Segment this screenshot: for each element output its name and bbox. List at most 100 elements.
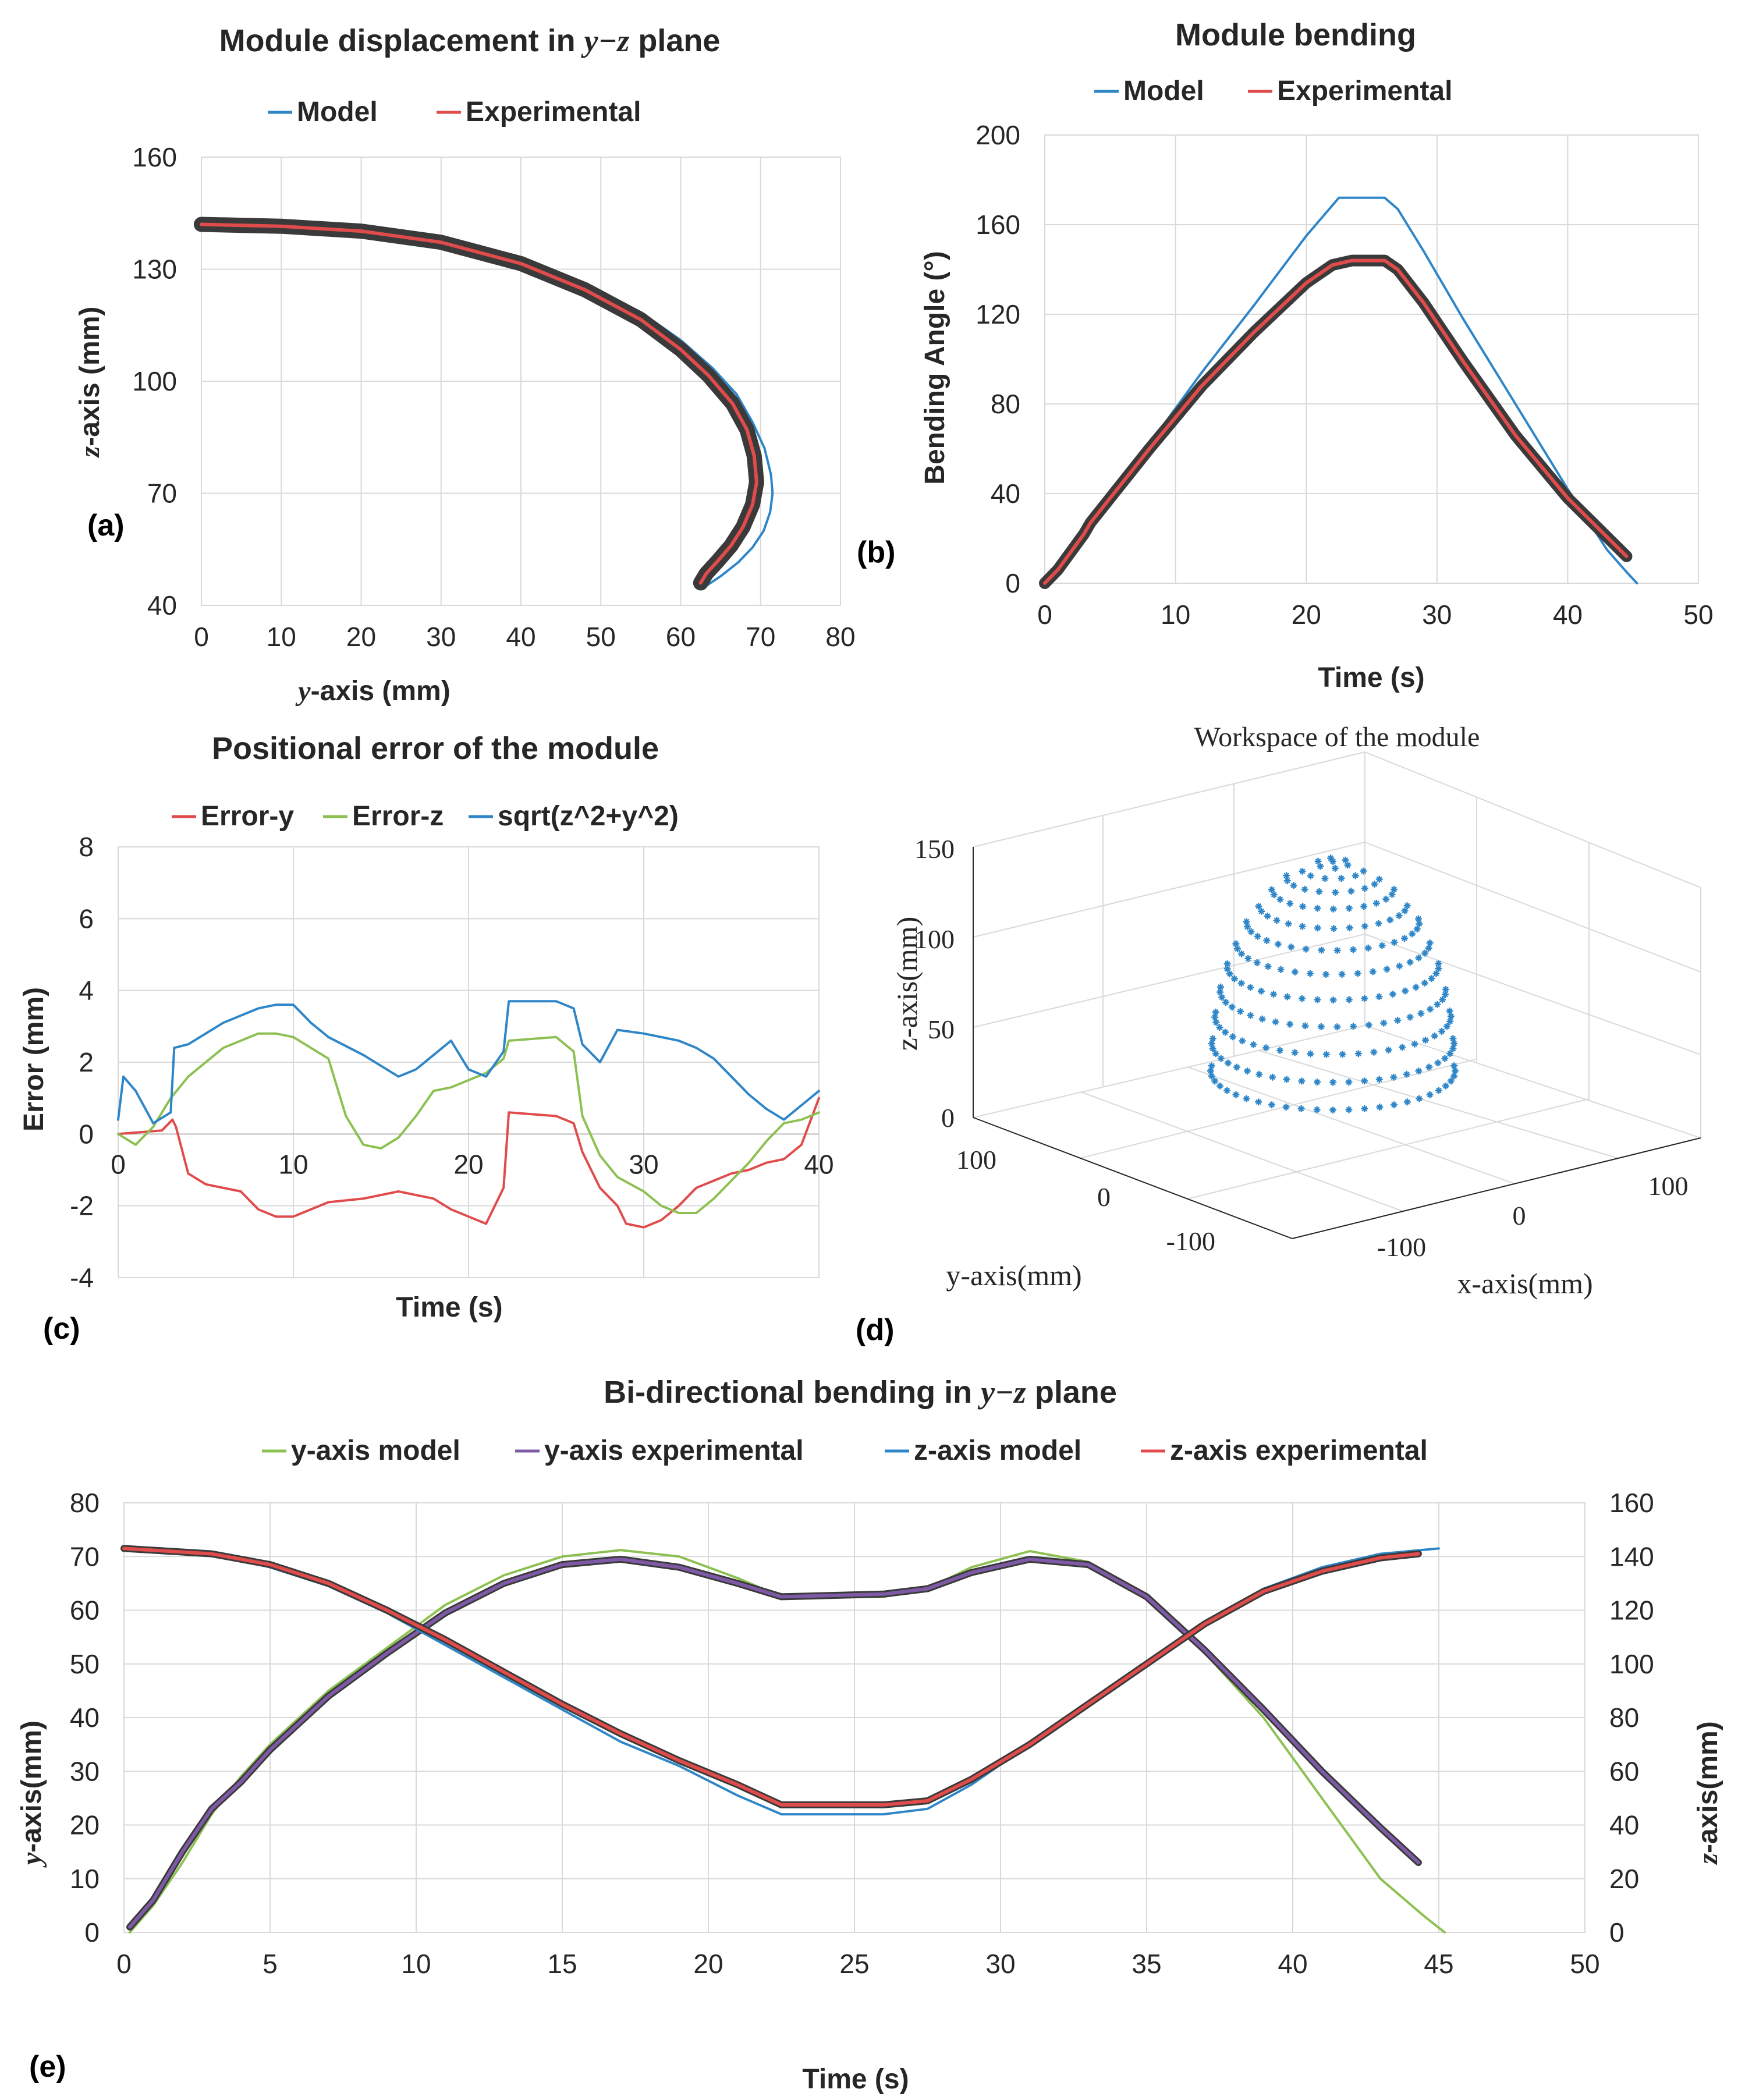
y2-tick-label: 120 — [1609, 1595, 1654, 1626]
legend-label-sqrt-z-2-y-2: sqrt(z^2+y^2) — [498, 801, 679, 832]
workspace-point — [1299, 867, 1306, 875]
panel-e-gridlines — [123, 1502, 1586, 1933]
x-tick-label: 15 — [547, 1949, 577, 1979]
x-tick-label: 40 — [506, 622, 535, 652]
workspace-point — [1329, 1106, 1336, 1114]
workspace-point — [1395, 912, 1403, 920]
workspace-point — [1375, 1076, 1383, 1083]
panel-a-displacement-chart: Module displacement in y−z plane Model Ex… — [75, 23, 856, 707]
workspace-point — [1421, 979, 1428, 987]
x-tick: -100 — [1377, 1232, 1426, 1262]
workspace-point — [1399, 1044, 1406, 1051]
workspace-point — [1364, 944, 1372, 952]
workspace-point — [1226, 970, 1233, 978]
workspace-point — [1291, 1049, 1299, 1056]
x-tick-label: 45 — [1424, 1949, 1453, 1979]
series-y-axis-experimental — [128, 1557, 1420, 1929]
workspace-point — [1345, 1106, 1353, 1113]
workspace-point — [1306, 970, 1314, 977]
workspace-point — [1338, 970, 1346, 978]
workspace-point — [1441, 1055, 1449, 1062]
workspace-point — [1244, 955, 1252, 962]
y-tick-label: 60 — [70, 1595, 100, 1626]
workspace-point — [1350, 1023, 1357, 1030]
workspace-point — [1236, 1008, 1244, 1015]
workspace-point — [1406, 959, 1414, 966]
workspace-point — [1283, 877, 1291, 885]
workspace-point — [1415, 1067, 1423, 1075]
x-tick-label: 35 — [1132, 1949, 1161, 1979]
series-y-axis-model — [129, 1549, 1446, 1934]
legend-label-experimental: Experimental — [1277, 76, 1452, 107]
workspace-point — [1232, 1091, 1240, 1098]
x-tick-label: 40 — [1553, 600, 1583, 630]
workspace-point — [1230, 975, 1238, 982]
panel-b-x-label: Time (s) — [1318, 662, 1424, 693]
workspace-point — [1264, 963, 1272, 970]
workspace-point — [1403, 902, 1411, 910]
workspace-point — [1449, 1035, 1457, 1042]
panel-c-series — [117, 1000, 820, 1229]
legend-label-y-axis-experimental: y-axis experimental — [544, 1435, 804, 1466]
y-tick-label: 4 — [79, 975, 94, 1006]
series-model — [1044, 196, 1638, 584]
workspace-point — [1331, 864, 1339, 872]
x-tick: 100 — [1648, 1171, 1689, 1201]
workspace-point — [1354, 970, 1361, 977]
workspace-point — [1302, 945, 1310, 953]
y-tick: -100 — [1166, 1226, 1215, 1256]
panel-e-label: (e) — [29, 2050, 66, 2084]
x-tick-label: 5 — [263, 1949, 278, 1979]
workspace-point — [1361, 1105, 1368, 1112]
workspace-point — [1254, 932, 1261, 940]
workspace-point — [1270, 991, 1278, 998]
panel-a-x-ticks: 0 10 20 30 40 50 60 70 80 — [194, 622, 855, 652]
workspace-point — [1250, 1041, 1257, 1048]
panel-c-legend: Error-y Error-z sqrt(z^2+y^2) — [172, 801, 679, 832]
x-tick-label: 0 — [111, 1149, 126, 1179]
workspace-point — [1349, 946, 1357, 953]
x-tick-label: 70 — [746, 622, 775, 652]
workspace-point — [1277, 966, 1285, 973]
workspace-point — [1450, 1062, 1458, 1070]
workspace-point — [1365, 1021, 1372, 1029]
x-tick-label: 40 — [1278, 1949, 1307, 1979]
workspace-point — [1318, 946, 1325, 954]
workspace-point — [1237, 980, 1245, 987]
workspace-point — [1285, 920, 1292, 928]
panel-b-series — [1039, 196, 1638, 589]
workspace-point — [1435, 1087, 1442, 1094]
y-tick-label: 80 — [991, 389, 1020, 419]
workspace-point — [1297, 1105, 1305, 1112]
panel-b-x-ticks: 0 10 20 30 40 50 — [1037, 600, 1713, 630]
workspace-point — [1427, 1005, 1434, 1013]
y-tick-label: 160 — [132, 142, 177, 172]
workspace-point — [1375, 920, 1382, 927]
workspace-point — [1330, 925, 1338, 932]
workspace-point — [1376, 1104, 1384, 1111]
workspace-point — [1243, 1067, 1251, 1075]
workspace-point — [1244, 923, 1251, 931]
workspace-point — [1207, 1067, 1214, 1074]
workspace-point — [1314, 996, 1321, 1003]
workspace-point — [1352, 872, 1359, 879]
panel-b-bending-chart: Module bending Model Experimental 0 10 20 30… — [857, 17, 1714, 693]
panel-c-label: (c) — [43, 1312, 80, 1346]
panel-e-x-label: Time (s) — [802, 2064, 909, 2095]
panel-d-axes-box — [973, 751, 1701, 1239]
panel-e-legend: y-axis model y-axis experimental z-axis mo… — [262, 1435, 1428, 1466]
workspace-point — [1417, 1010, 1425, 1017]
workspace-point — [1247, 928, 1255, 935]
panel-a-gridlines — [201, 157, 841, 606]
workspace-point — [1360, 903, 1368, 910]
legend-label-model: Model — [297, 97, 378, 127]
workspace-point — [1314, 857, 1322, 865]
x-tick-label: 10 — [278, 1149, 308, 1179]
panel-e-x-ticks: 0 5 10 15 20 25 30 35 40 45 50 — [116, 1949, 1599, 1979]
x-tick-label: 10 — [401, 1949, 431, 1979]
workspace-point — [1313, 1106, 1321, 1113]
y-tick-label: 130 — [132, 254, 177, 285]
y-tick: 100 — [956, 1145, 996, 1175]
y-tick-label: 30 — [70, 1756, 100, 1786]
workspace-point — [1416, 1095, 1423, 1102]
